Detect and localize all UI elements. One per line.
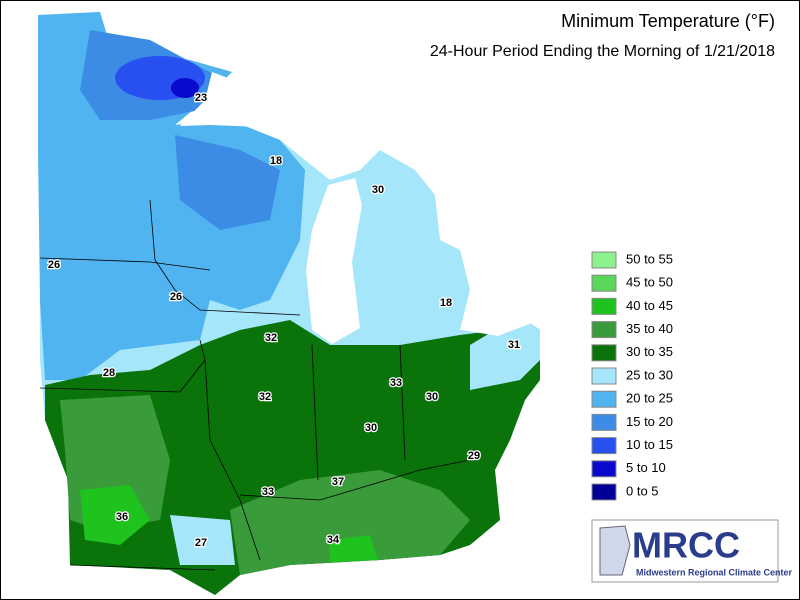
warm-region-2: [330, 535, 378, 562]
station-value: 33: [262, 486, 274, 498]
cool-patch: [170, 515, 235, 565]
legend-label: 15 to 20: [626, 414, 673, 429]
logo-name: MRCC: [632, 525, 740, 566]
station-value: 32: [259, 391, 271, 403]
state-lines: [39, 199, 471, 571]
legend-swatch: [591, 390, 617, 408]
mild-region-2: [230, 470, 470, 575]
station-value: 36: [116, 511, 128, 523]
station-value: 29: [468, 450, 480, 462]
station-labels: 23 18 30 26 26 18 32 28 31 33 32 30 30 29 37 33 36 27 34: [47, 91, 522, 551]
legend-swatch: [591, 460, 617, 478]
state-line: [69, 564, 216, 571]
state-line: [399, 344, 406, 461]
station-value: 31: [508, 339, 520, 351]
legend: 50 to 55 45 to 50 40 to 45 35 to 40 30 to 35…: [591, 251, 673, 501]
coldest-area: [171, 78, 199, 98]
lake-michigan: [306, 178, 362, 344]
station-value: 26: [48, 259, 60, 271]
legend-swatch: [591, 483, 617, 501]
station-value: 26: [170, 291, 182, 303]
warm-region: [80, 485, 150, 545]
station-value: 18: [440, 297, 452, 309]
lake-erie: [462, 298, 545, 336]
station-value: 32: [265, 332, 277, 344]
legend-swatch: [591, 344, 617, 362]
legend-label: 35 to 40: [626, 321, 673, 336]
station-value: 33: [390, 377, 402, 389]
legend-swatch: [591, 367, 617, 385]
legend-label: 0 to 5: [626, 483, 659, 498]
state-line: [39, 339, 206, 393]
logo-map: [599, 525, 631, 576]
state-line: [39, 257, 211, 271]
legend-label: 25 to 30: [626, 367, 673, 382]
legend-label: 45 to 50: [626, 275, 673, 290]
legend-label: 50 to 55: [626, 251, 673, 266]
legend-swatch: [591, 321, 617, 339]
legend-swatch: [591, 297, 617, 315]
logo: MRCC Midwestern Regional Climate Center: [591, 519, 793, 583]
legend-swatch: [591, 413, 617, 431]
state-line: [239, 459, 471, 501]
state-line: [311, 344, 319, 481]
state-line: [149, 199, 301, 316]
cool-patch-2: [470, 320, 540, 390]
station-value: 30: [365, 422, 377, 434]
cold-region-2: [175, 135, 280, 230]
station-value: 28: [103, 367, 115, 379]
legend-label: 40 to 45: [626, 298, 673, 313]
lake-superior: [180, 72, 385, 148]
map-title: Minimum Temperature (°F): [561, 11, 775, 31]
lake-huron: [418, 168, 475, 250]
station-value: 23: [195, 92, 207, 104]
station-value: 18: [270, 155, 282, 167]
legend-swatch: [591, 274, 617, 292]
station-value: 30: [426, 391, 438, 403]
station-value: 37: [332, 476, 344, 488]
state-line: [204, 359, 261, 561]
legend-label: 30 to 35: [626, 344, 673, 359]
legend-swatch: [591, 437, 617, 455]
station-value: 30: [372, 184, 384, 196]
legend-swatch: [591, 251, 617, 269]
station-value: 34: [327, 534, 340, 546]
legend-label: 5 to 10: [626, 460, 666, 475]
map-shapes: [38, 12, 545, 595]
map-subtitle: 24-Hour Period Ending the Morning of 1/2…: [430, 43, 775, 60]
logo-subtitle: Midwestern Regional Climate Center: [636, 567, 793, 577]
station-value: 27: [195, 537, 207, 549]
legend-label: 10 to 15: [626, 437, 673, 452]
legend-label: 20 to 25: [626, 391, 673, 406]
